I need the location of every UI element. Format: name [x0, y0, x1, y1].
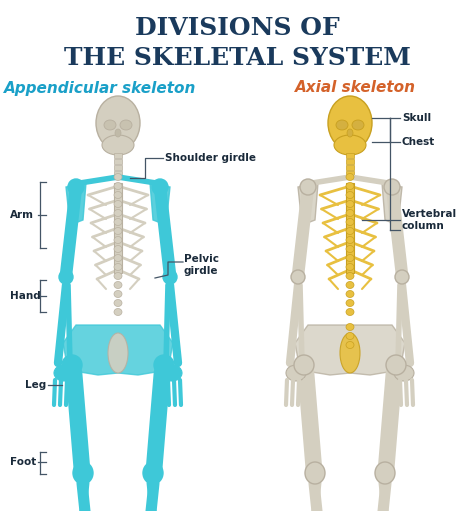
Text: THE SKELETAL SYSTEM: THE SKELETAL SYSTEM [64, 46, 410, 70]
Ellipse shape [346, 309, 354, 315]
Ellipse shape [340, 333, 360, 373]
Polygon shape [66, 183, 86, 225]
Bar [114, 159, 122, 164]
Text: Appendicular skeleton: Appendicular skeleton [4, 81, 196, 96]
Text: Leg: Leg [25, 380, 46, 390]
Ellipse shape [114, 192, 122, 198]
Ellipse shape [54, 365, 74, 381]
Ellipse shape [114, 264, 122, 270]
Ellipse shape [68, 179, 84, 195]
Ellipse shape [346, 192, 354, 198]
Ellipse shape [114, 272, 122, 280]
Ellipse shape [346, 237, 354, 244]
Text: Axial skeleton: Axial skeleton [294, 81, 416, 96]
Bar [346, 159, 354, 164]
Ellipse shape [114, 210, 122, 217]
Ellipse shape [62, 355, 82, 375]
Text: Arm: Arm [10, 210, 34, 220]
Ellipse shape [114, 237, 122, 244]
Ellipse shape [143, 462, 163, 484]
Ellipse shape [346, 323, 354, 331]
Text: DIVISIONS OF: DIVISIONS OF [135, 16, 339, 40]
Polygon shape [382, 183, 402, 225]
Ellipse shape [59, 270, 73, 284]
Ellipse shape [346, 245, 354, 252]
Ellipse shape [346, 299, 354, 307]
Ellipse shape [305, 462, 325, 484]
Text: Hand: Hand [10, 291, 41, 301]
Ellipse shape [300, 179, 316, 195]
Ellipse shape [347, 129, 353, 137]
Ellipse shape [114, 282, 122, 289]
Ellipse shape [346, 272, 354, 280]
Ellipse shape [114, 245, 122, 252]
Text: Shoulder girdle: Shoulder girdle [165, 153, 256, 163]
Ellipse shape [328, 96, 372, 150]
Text: Vertebral
column: Vertebral column [402, 209, 457, 231]
Ellipse shape [346, 264, 354, 270]
Ellipse shape [346, 200, 354, 207]
Bar [114, 153, 122, 158]
Ellipse shape [394, 365, 414, 381]
Bar [114, 171, 122, 176]
Ellipse shape [102, 135, 134, 155]
Ellipse shape [286, 365, 306, 381]
Ellipse shape [104, 120, 116, 130]
Ellipse shape [114, 309, 122, 315]
Ellipse shape [346, 174, 354, 180]
Ellipse shape [346, 227, 354, 235]
Ellipse shape [346, 254, 354, 262]
Bar [346, 153, 354, 158]
Ellipse shape [115, 129, 121, 137]
Ellipse shape [114, 200, 122, 207]
Ellipse shape [108, 333, 128, 373]
Text: Chest: Chest [402, 137, 435, 147]
Ellipse shape [395, 270, 409, 284]
Ellipse shape [154, 355, 174, 375]
Ellipse shape [114, 182, 122, 190]
Ellipse shape [73, 462, 93, 484]
Ellipse shape [346, 182, 354, 190]
Text: Skull: Skull [402, 113, 431, 123]
Ellipse shape [114, 299, 122, 307]
Text: Foot: Foot [10, 457, 36, 467]
Ellipse shape [114, 290, 122, 297]
Bar [114, 183, 122, 273]
Polygon shape [298, 183, 318, 225]
Bar [346, 165, 354, 170]
Ellipse shape [346, 341, 354, 349]
Ellipse shape [294, 355, 314, 375]
Ellipse shape [346, 219, 354, 225]
Ellipse shape [163, 270, 177, 284]
Polygon shape [150, 183, 170, 225]
Ellipse shape [291, 270, 305, 284]
Ellipse shape [114, 174, 122, 180]
Ellipse shape [96, 96, 140, 150]
Bar [346, 183, 354, 273]
Polygon shape [63, 325, 173, 375]
Bar [346, 171, 354, 176]
Ellipse shape [120, 120, 132, 130]
Text: Pelvic
girdle: Pelvic girdle [184, 254, 219, 276]
Polygon shape [295, 325, 405, 375]
Ellipse shape [386, 355, 406, 375]
Ellipse shape [375, 462, 395, 484]
Ellipse shape [352, 120, 364, 130]
Ellipse shape [114, 254, 122, 262]
Ellipse shape [114, 219, 122, 225]
Ellipse shape [334, 135, 366, 155]
Ellipse shape [346, 290, 354, 297]
Ellipse shape [346, 210, 354, 217]
Bar [114, 165, 122, 170]
Ellipse shape [152, 179, 168, 195]
Ellipse shape [384, 179, 400, 195]
Ellipse shape [114, 227, 122, 235]
Ellipse shape [346, 282, 354, 289]
Ellipse shape [346, 333, 354, 339]
Ellipse shape [336, 120, 348, 130]
Ellipse shape [162, 365, 182, 381]
